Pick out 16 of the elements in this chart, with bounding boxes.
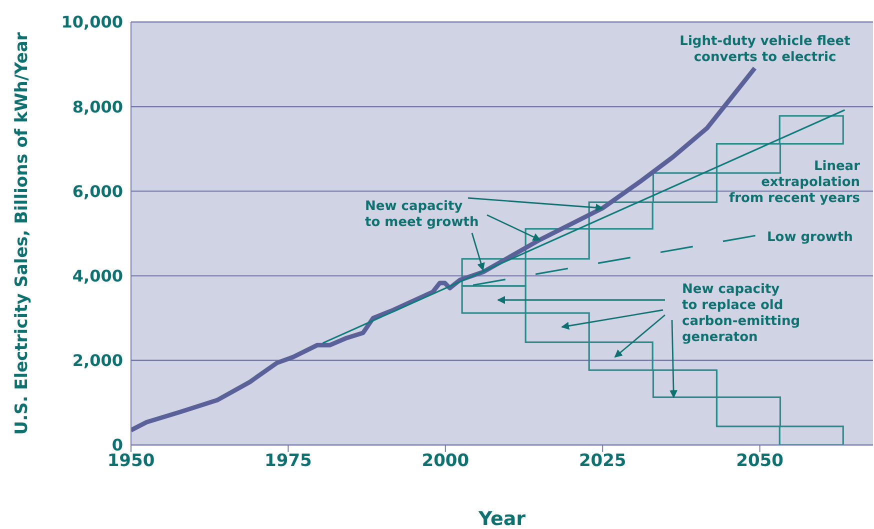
y-tick-label: 10,000 xyxy=(61,12,123,32)
x-axis-title: Year xyxy=(477,508,526,529)
annotation: Linear extrapolation from recent years xyxy=(728,159,861,206)
annotation: New capacity to replace old carbon-emitting generaton xyxy=(682,282,800,345)
x-tick-label: 1975 xyxy=(264,451,312,472)
x-tick-label: 2050 xyxy=(736,451,784,472)
y-tick-label: 4,000 xyxy=(72,266,123,286)
annotation: Light-duty vehicle fleet converts to electric xyxy=(680,34,850,65)
y-tick-label: 2,000 xyxy=(72,351,123,370)
y-axis-title: U.S. Electricity Sales, Billions of kWh/Year xyxy=(12,32,32,435)
x-tick-label: 2025 xyxy=(578,451,626,472)
y-tick-label: 6,000 xyxy=(72,182,123,201)
annotation: New capacity to meet growth xyxy=(365,199,479,230)
x-tick-label: 2000 xyxy=(422,451,470,472)
y-tick-label: 8,000 xyxy=(72,97,123,116)
annotation: Low growth xyxy=(767,230,853,245)
